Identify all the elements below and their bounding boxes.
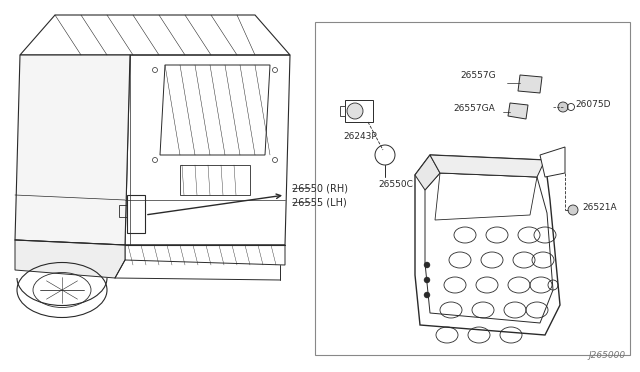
Text: 26243P: 26243P (343, 132, 377, 141)
Text: 26075D: 26075D (575, 99, 611, 109)
Bar (340, 106, 345, 116)
Text: 26557G: 26557G (460, 71, 495, 80)
Polygon shape (415, 155, 440, 190)
Text: 26557GA: 26557GA (453, 103, 495, 112)
Polygon shape (15, 55, 130, 245)
Text: 26555 (LH): 26555 (LH) (292, 197, 347, 207)
Bar (315, 22, 630, 355)
Polygon shape (508, 103, 528, 119)
Circle shape (424, 262, 430, 268)
Polygon shape (415, 155, 560, 335)
Circle shape (152, 67, 157, 73)
Circle shape (152, 157, 157, 163)
Polygon shape (540, 147, 565, 177)
Polygon shape (518, 75, 542, 93)
Polygon shape (430, 155, 545, 177)
Bar (345, 100, 373, 122)
Circle shape (424, 292, 430, 298)
Circle shape (273, 67, 278, 73)
Text: 26521A: 26521A (582, 202, 616, 212)
Text: J265000: J265000 (589, 351, 626, 360)
Polygon shape (15, 240, 125, 278)
Circle shape (558, 102, 568, 112)
Text: 26550C: 26550C (378, 180, 413, 189)
Circle shape (273, 157, 278, 163)
Circle shape (568, 205, 578, 215)
Text: 26550 (RH): 26550 (RH) (292, 183, 348, 193)
Circle shape (424, 277, 430, 283)
Circle shape (347, 103, 363, 119)
Circle shape (375, 145, 395, 165)
